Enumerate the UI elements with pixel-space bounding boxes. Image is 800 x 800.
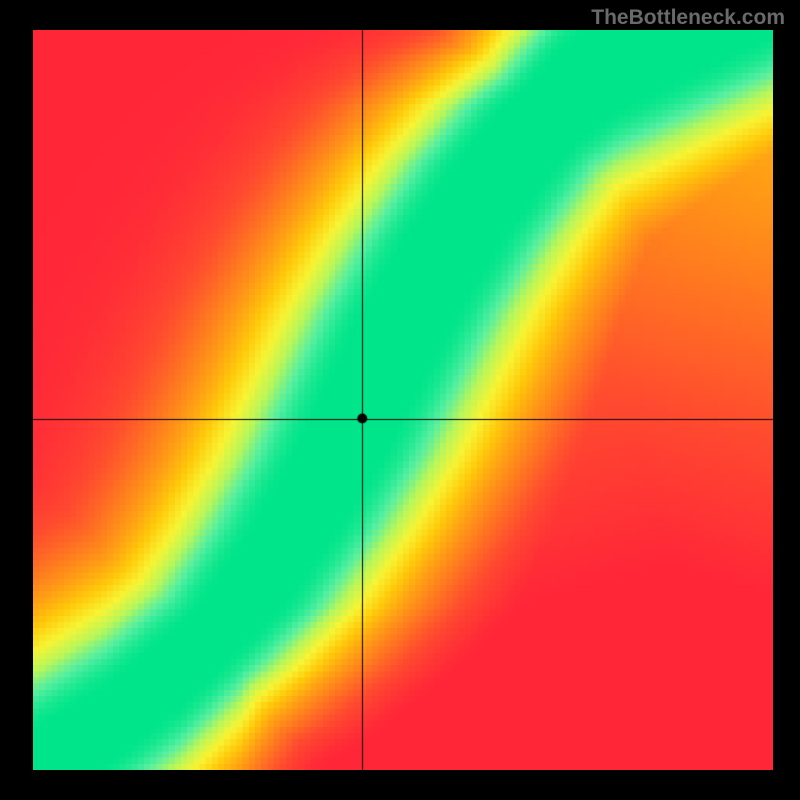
watermark-text: TheBottleneck.com bbox=[591, 6, 785, 30]
bottleneck-heatmap bbox=[33, 30, 773, 770]
chart-root: TheBottleneck.com bbox=[0, 0, 800, 800]
